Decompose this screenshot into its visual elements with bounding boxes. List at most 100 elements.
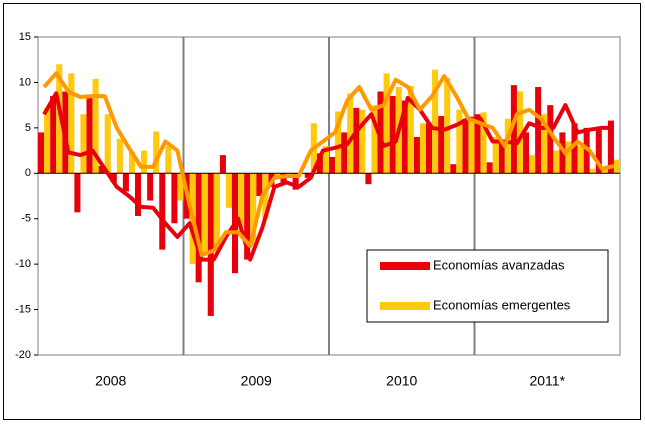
bar (201, 173, 208, 256)
bar (122, 173, 129, 192)
bar (128, 152, 135, 174)
bar (547, 105, 554, 174)
bar (244, 173, 251, 260)
bar (250, 173, 257, 246)
x-tick-label: 2008 (95, 373, 126, 389)
y-tick-label: 15 (19, 31, 31, 43)
bar (413, 136, 420, 174)
bar (98, 166, 105, 174)
bar (44, 107, 51, 174)
bar (377, 91, 384, 174)
chart-border (3, 3, 641, 420)
bar (426, 123, 433, 174)
bar (256, 173, 263, 196)
bar (498, 141, 505, 174)
bar (389, 96, 396, 174)
bar (432, 69, 439, 174)
bar (383, 73, 390, 174)
x-tick-label: 2010 (386, 373, 417, 389)
bar (407, 86, 414, 174)
bar (116, 138, 123, 174)
bar (50, 96, 57, 174)
bar (565, 141, 572, 174)
bar (219, 155, 226, 174)
bar (104, 114, 111, 174)
bar (450, 164, 457, 174)
y-tick-label: -20 (15, 349, 31, 361)
bar (262, 173, 269, 219)
bar (322, 146, 329, 174)
bar (456, 109, 463, 174)
bar (153, 131, 160, 174)
bar (347, 93, 354, 174)
bar (225, 173, 232, 208)
bar (523, 132, 530, 174)
bar (553, 150, 560, 174)
bar (38, 132, 45, 174)
bar (510, 85, 517, 174)
legend-swatch (380, 302, 430, 310)
trend-line (42, 91, 614, 262)
bar (607, 120, 614, 174)
bar (401, 100, 408, 174)
legend-swatch (380, 262, 430, 270)
bar (353, 107, 360, 174)
bar (504, 118, 511, 174)
bar (595, 129, 602, 174)
bar (571, 123, 578, 174)
bar (492, 136, 499, 174)
bar (86, 96, 93, 174)
bar (207, 173, 214, 316)
y-tick-label: 10 (19, 76, 31, 88)
bar (135, 173, 142, 216)
bar (68, 73, 75, 174)
bar (238, 173, 245, 228)
bar (74, 173, 81, 213)
bar (419, 123, 426, 174)
bar (535, 86, 542, 174)
bar (577, 146, 584, 174)
bar (56, 64, 63, 174)
y-tick-label: 0 (25, 167, 31, 179)
bar (341, 132, 348, 174)
bar (304, 173, 311, 178)
bar (335, 111, 342, 174)
legend-label: Economías avanzadas (433, 257, 565, 272)
y-tick-label: -5 (21, 213, 31, 225)
bar (316, 153, 323, 174)
bar (371, 105, 378, 174)
bar (468, 118, 475, 174)
bar (480, 112, 487, 174)
bar (177, 173, 184, 201)
bar (141, 150, 148, 174)
bar (438, 116, 445, 174)
bar (516, 91, 523, 174)
bar (213, 173, 220, 246)
bar (171, 173, 178, 224)
bar (359, 109, 366, 174)
y-tick-label: -15 (15, 303, 31, 315)
bar (292, 173, 299, 190)
bar (474, 114, 481, 174)
bar (486, 162, 493, 174)
x-tick-label: 2011* (529, 373, 565, 389)
trend-line (42, 71, 615, 258)
y-tick-label: 5 (25, 122, 31, 134)
bar (529, 155, 536, 174)
legend-label: Economías emergentes (433, 297, 571, 312)
bar (601, 168, 608, 174)
bar (559, 132, 566, 174)
bar (195, 173, 202, 283)
bar (541, 114, 548, 174)
y-tick-label: -10 (15, 258, 31, 270)
bar (80, 114, 87, 174)
x-tick-label: 2009 (241, 373, 272, 389)
bar (110, 173, 117, 183)
bar (589, 168, 596, 174)
bar (92, 78, 99, 174)
bar (329, 156, 336, 174)
bar (365, 173, 372, 185)
bar (444, 77, 451, 174)
bar (147, 173, 154, 201)
bar (159, 173, 166, 250)
